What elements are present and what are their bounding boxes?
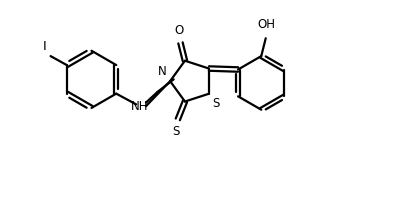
Text: N: N bbox=[158, 65, 166, 78]
Text: NH: NH bbox=[131, 100, 148, 113]
Text: S: S bbox=[172, 125, 180, 138]
Text: I: I bbox=[43, 40, 46, 52]
Text: OH: OH bbox=[257, 18, 275, 31]
Text: O: O bbox=[174, 25, 183, 37]
Text: S: S bbox=[213, 97, 220, 110]
